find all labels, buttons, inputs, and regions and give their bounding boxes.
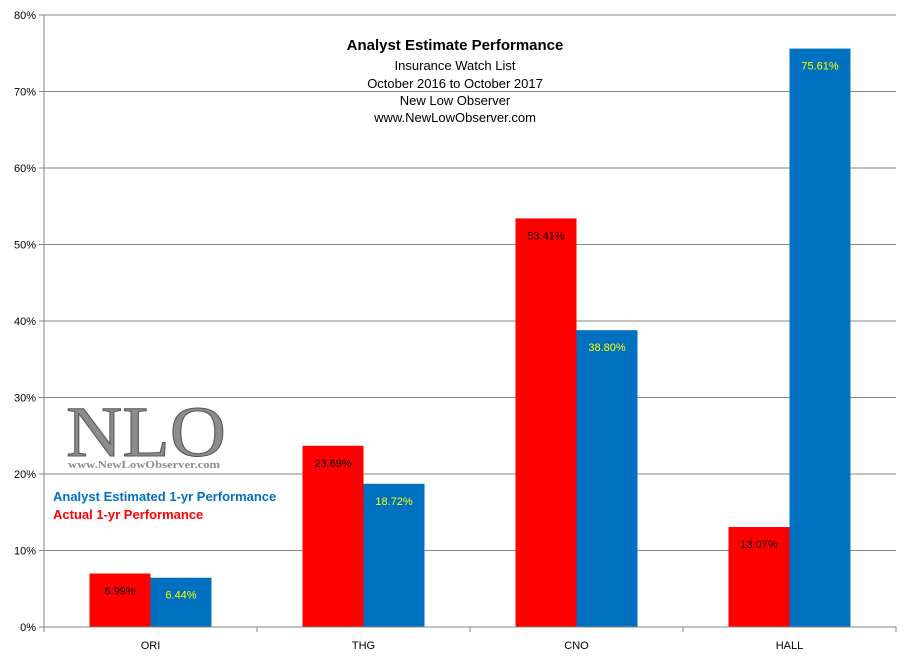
- bar-estimated-ori: [150, 577, 212, 627]
- bar-estimated-hall: [789, 48, 851, 628]
- bar-estimated-thg: [363, 483, 425, 627]
- bar-actual-hall: [728, 527, 790, 627]
- y-tick-label: 80%: [14, 10, 36, 22]
- legend: Analyst Estimated 1-yr Performance Actua…: [53, 489, 276, 522]
- x-category-label: CNO: [564, 640, 589, 652]
- data-label-estimated: 6.44%: [165, 590, 196, 602]
- bar-data-labels: 6.99% 6.44% 23.69% 18.72% 53.41% 38.80% 13.07%…: [104, 61, 838, 602]
- x-axis-category-labels: ORI THG CNO HALL: [141, 640, 804, 652]
- data-label-estimated: 75.61%: [801, 61, 839, 73]
- data-label-estimated: 18.72%: [375, 496, 413, 508]
- chart-subtitle-line: October 2016 to October 2017: [367, 76, 543, 91]
- legend-entry-estimated: Analyst Estimated 1-yr Performance: [53, 489, 276, 504]
- data-label-actual: 23.69%: [314, 458, 352, 470]
- chart-subtitle-line: New Low Observer: [400, 93, 511, 108]
- y-tick-label: 70%: [14, 87, 36, 99]
- x-category-label: HALL: [776, 640, 804, 652]
- data-label-actual: 13.07%: [740, 539, 778, 551]
- data-label-estimated: 38.80%: [588, 342, 626, 354]
- y-tick-label: 40%: [14, 316, 36, 328]
- bar-actual-thg: [302, 445, 364, 627]
- y-tick-label: 20%: [14, 469, 36, 481]
- x-category-label: THG: [352, 640, 375, 652]
- chart-subtitle-line: www.NewLowObserver.com: [373, 110, 536, 125]
- data-label-actual: 53.41%: [527, 230, 565, 242]
- y-tick-label: 0%: [20, 622, 36, 634]
- chart-subtitle-line: Insurance Watch List: [395, 58, 516, 73]
- chart-title: Analyst Estimate Performance: [347, 37, 564, 54]
- y-tick-label: 10%: [14, 546, 36, 558]
- bar-actual-ori: [89, 573, 151, 627]
- nlo-logo: NLO www.NewLowObserver.com: [66, 392, 227, 473]
- bars: [89, 48, 851, 628]
- axes: [43, 15, 897, 632]
- y-tick-label: 30%: [14, 393, 36, 405]
- y-tick-label: 50%: [14, 240, 36, 252]
- legend-entry-actual: Actual 1-yr Performance: [53, 507, 203, 522]
- bar-actual-cno: [515, 218, 577, 627]
- bar-estimated-cno: [576, 330, 638, 627]
- y-axis-tick-labels: 0% 10% 20% 30% 40% 50% 60% 70% 80%: [14, 10, 36, 634]
- y-tick-label: 60%: [14, 163, 36, 175]
- logo-mark: NLO: [66, 392, 226, 472]
- data-label-actual: 6.99%: [104, 586, 135, 598]
- logo-url: www.NewLowObserver.com: [68, 459, 220, 471]
- x-category-label: ORI: [141, 640, 161, 652]
- chart-title-block: Analyst Estimate Performance Insurance W…: [347, 37, 564, 125]
